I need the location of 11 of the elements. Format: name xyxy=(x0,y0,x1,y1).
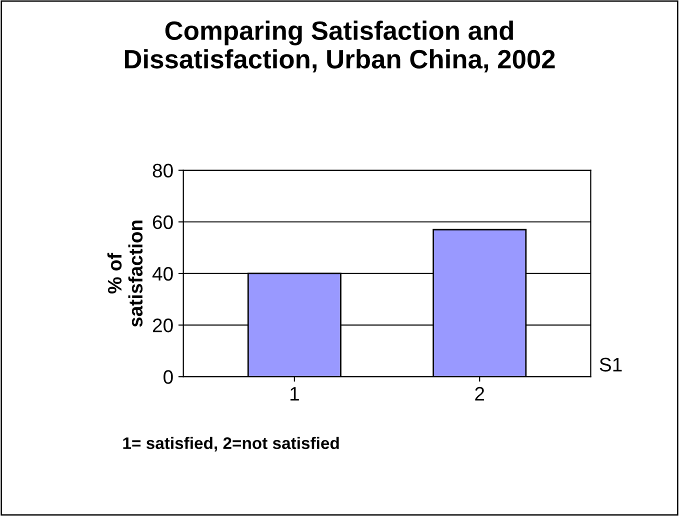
text: 1= satisfied, 2=not satisfied xyxy=(123,436,339,452)
x-tick-label: 2 xyxy=(475,386,484,400)
chart-title: Comparing Satisfaction and Dissatisfaction, Urban China, 2002 xyxy=(124,20,555,72)
y-axis-title: % of satisfaction xyxy=(107,220,143,327)
y-tick-label: 60 xyxy=(152,215,173,230)
y-tick-label: 20 xyxy=(152,318,173,332)
y-tick-label: 80 xyxy=(152,164,173,178)
x-tick-label: 1 xyxy=(290,387,299,400)
y-tick-label: 40 xyxy=(152,266,173,281)
y-tick-label: 0 xyxy=(164,370,173,384)
text: S1 xyxy=(600,358,622,372)
